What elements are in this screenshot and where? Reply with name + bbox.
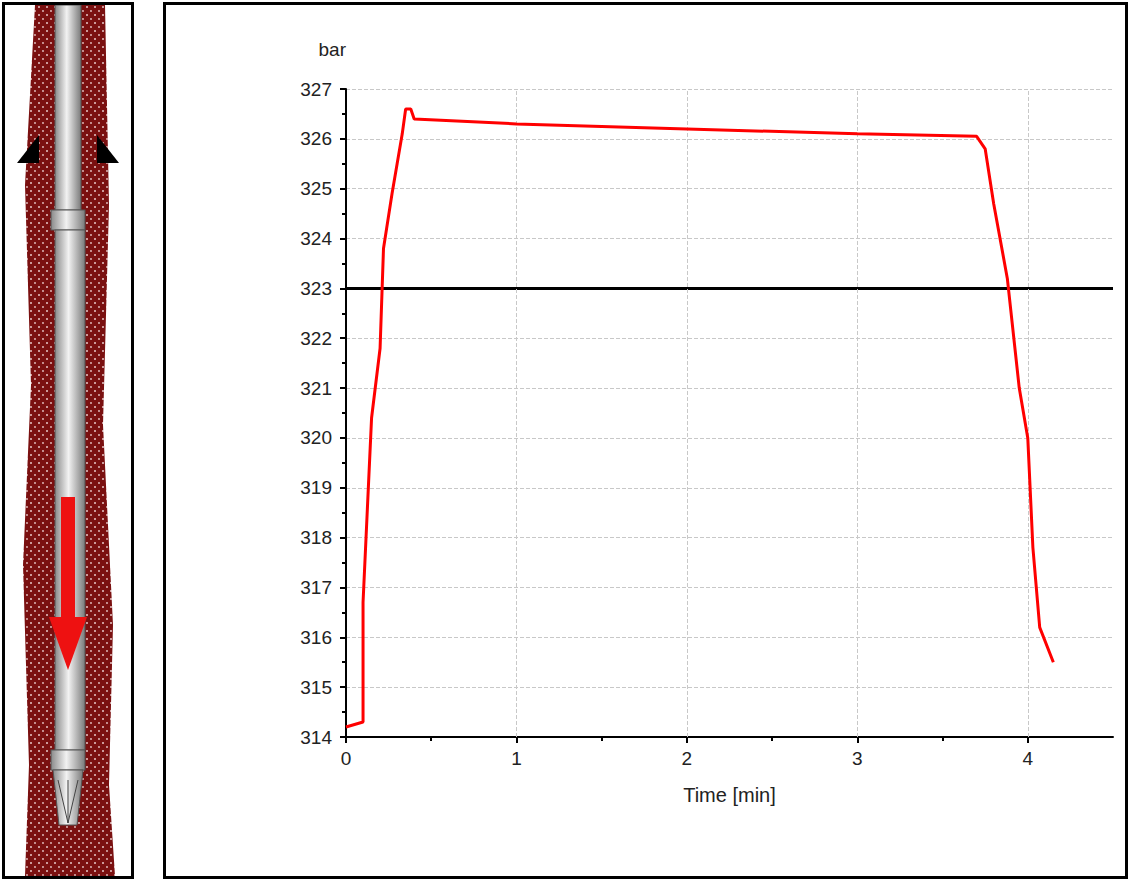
svg-text:4: 4 — [1022, 748, 1033, 769]
svg-text:2: 2 — [682, 748, 693, 769]
svg-text:3: 3 — [852, 748, 863, 769]
svg-text:1: 1 — [511, 748, 522, 769]
svg-text:318: 318 — [300, 527, 332, 548]
svg-text:327: 327 — [300, 79, 332, 100]
svg-text:320: 320 — [300, 427, 332, 448]
svg-text:Time [min]: Time [min] — [683, 784, 776, 806]
svg-text:325: 325 — [300, 178, 332, 199]
svg-text:324: 324 — [300, 228, 332, 249]
svg-text:323: 323 — [300, 278, 332, 299]
svg-text:315: 315 — [300, 677, 332, 698]
svg-text:317: 317 — [300, 577, 332, 598]
svg-text:326: 326 — [300, 128, 332, 149]
svg-text:322: 322 — [300, 328, 332, 349]
svg-text:321: 321 — [300, 378, 332, 399]
svg-text:314: 314 — [300, 727, 332, 748]
svg-text:0: 0 — [341, 748, 352, 769]
svg-text:316: 316 — [300, 627, 332, 648]
svg-text:319: 319 — [300, 477, 332, 498]
svg-text:bar: bar — [319, 39, 347, 60]
